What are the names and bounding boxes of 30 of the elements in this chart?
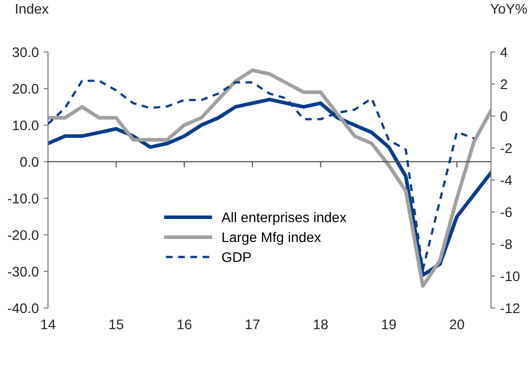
legend-label: Large Mfg index xyxy=(222,232,321,245)
y-tick-label: 0.0 xyxy=(20,157,38,167)
y2-tick-label: 4 xyxy=(500,47,508,58)
x-tick-label: 20 xyxy=(450,319,464,330)
y-tick-label: 20.0 xyxy=(12,84,38,94)
y2-tick-label: -12 xyxy=(500,303,520,314)
y-tick-label: -40.0 xyxy=(8,303,38,314)
legend-label: All enterprises index xyxy=(221,212,346,225)
x-tick-label: 17 xyxy=(246,320,260,330)
y2-axis-title: YoY% xyxy=(490,4,527,14)
y-tick-label: 30.0 xyxy=(12,47,38,58)
y2-tick-label: -4 xyxy=(500,175,512,186)
y2-tick-label: -10 xyxy=(500,271,520,282)
y2-tick-label: -2 xyxy=(500,143,512,154)
legend-label: GDP xyxy=(222,252,251,262)
y-tick-label: -20.0 xyxy=(8,230,38,240)
y2-tick-label: -8 xyxy=(500,239,512,250)
x-tick-label: 15 xyxy=(109,320,124,330)
x-tick-label: 16 xyxy=(178,319,192,330)
y-tick-label: -30.0 xyxy=(8,266,38,277)
line-series xyxy=(48,68,491,288)
y-tick-label: -10.0 xyxy=(8,194,38,204)
y2-tick-label: -6 xyxy=(500,207,512,218)
x-tick-label: 14 xyxy=(41,320,56,330)
y2-tick-label: 2 xyxy=(500,79,508,90)
y-tick-label: 10.0 xyxy=(13,120,38,130)
x-tick-label: 18 xyxy=(314,319,328,330)
x-tick-label: 19 xyxy=(382,319,396,330)
y2-tick-label: 0 xyxy=(500,111,508,122)
y-axis-title: Index xyxy=(16,4,49,14)
